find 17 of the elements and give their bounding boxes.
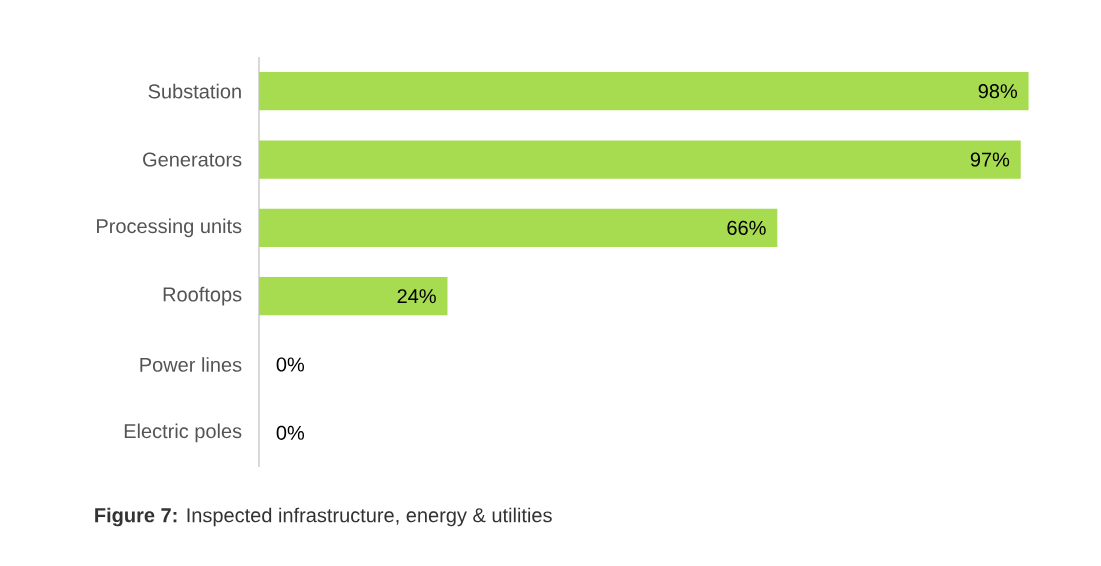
- bar: [259, 208, 778, 247]
- bar: [259, 72, 1029, 111]
- data-label: 0%: [276, 425, 305, 440]
- y-tick-label: Substation: [148, 83, 241, 99]
- data-label: 0%: [276, 357, 305, 372]
- y-tick-label: Rooftops: [163, 286, 242, 306]
- data-label: 98%: [978, 84, 1018, 99]
- y-tick-label: Generators: [143, 152, 242, 167]
- data-label: 66%: [727, 220, 766, 235]
- y-tick-label: Processing units: [97, 218, 242, 238]
- data-label: 97%: [970, 152, 1010, 167]
- bar: [259, 277, 448, 316]
- y-tick-label: Power lines: [140, 357, 242, 372]
- bar: [259, 140, 1021, 179]
- text: Figure 7: Inspected infrastructure, energy & utilities: [95, 507, 552, 527]
- y-tick-label: Electric poles: [124, 423, 242, 443]
- data-label: 24%: [397, 289, 436, 304]
